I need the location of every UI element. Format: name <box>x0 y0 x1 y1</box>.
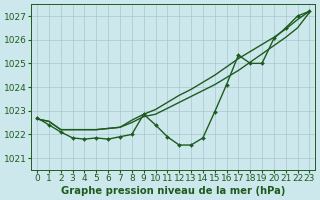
X-axis label: Graphe pression niveau de la mer (hPa): Graphe pression niveau de la mer (hPa) <box>61 186 285 196</box>
